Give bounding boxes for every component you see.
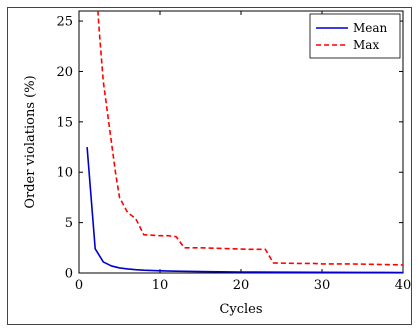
x-tick-label: 10: [152, 278, 169, 293]
legend-box: [309, 13, 401, 59]
series-line-mean: [86, 146, 403, 273]
chart-frame: [7, 7, 412, 325]
y-tick-label: 10: [56, 166, 73, 181]
y-axis: 0 5 10 15 20 25: [56, 15, 403, 282]
y-tick-label: 25: [56, 15, 73, 30]
legend-label-max: Max: [353, 38, 379, 52]
legend: Mean Max: [309, 13, 401, 59]
x-tick-label: 20: [233, 278, 250, 293]
series-line-max: [97, 11, 403, 266]
x-tick-label: 40: [395, 278, 412, 293]
x-axis-title: Cycles: [219, 302, 262, 317]
y-axis-title: Order violations (%): [23, 75, 38, 208]
y-tick-label: 20: [56, 65, 73, 80]
x-axis: 0 10 20 30 40: [75, 11, 411, 293]
x-tick-label: 30: [314, 278, 331, 293]
y-tick-label: 0: [65, 267, 73, 282]
y-tick-label: 15: [56, 115, 73, 130]
y-tick-label: 5: [65, 216, 73, 231]
x-tick-label: 0: [75, 278, 83, 293]
legend-label-mean: Mean: [353, 21, 388, 35]
series-group: [86, 11, 403, 273]
